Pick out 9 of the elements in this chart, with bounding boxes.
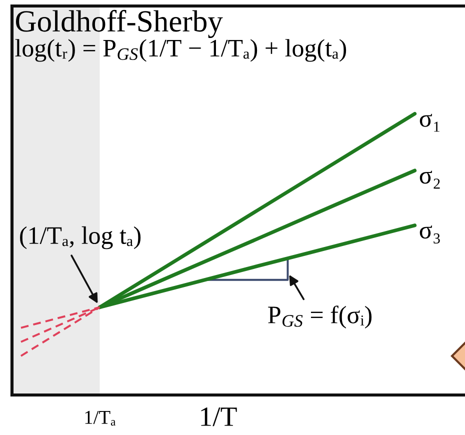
annotation: (1/Tₐ, log tₐ) (20, 226, 141, 250)
x-axis-title: 1/T (201, 407, 237, 426)
text: 1/Tₐ (85, 410, 116, 426)
chart-title: Goldhoff-Sherby (16, 10, 223, 38)
series-label: σ₂ (420, 170, 440, 189)
series-label: σ₁ (420, 114, 440, 132)
annotation: P$_{GS}$ = f(σᵢ) (268, 306, 372, 328)
series-label: σ₃ (420, 226, 440, 244)
chart-subtitle: log(tᵣ) = P$_{GS}$(1/T − 1/Tₐ) + log(tₐ) (15, 39, 346, 62)
